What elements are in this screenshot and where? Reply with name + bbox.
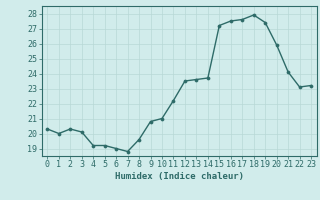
X-axis label: Humidex (Indice chaleur): Humidex (Indice chaleur) <box>115 172 244 181</box>
